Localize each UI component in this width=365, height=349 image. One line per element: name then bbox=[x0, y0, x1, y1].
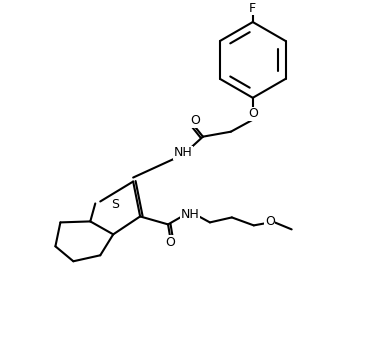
Text: O: O bbox=[165, 236, 175, 249]
Text: F: F bbox=[249, 2, 256, 15]
Text: O: O bbox=[248, 107, 258, 120]
Text: NH: NH bbox=[174, 146, 192, 159]
Text: O: O bbox=[265, 215, 274, 228]
Text: NH: NH bbox=[181, 208, 199, 221]
Text: S: S bbox=[111, 198, 119, 211]
Text: O: O bbox=[190, 114, 200, 127]
